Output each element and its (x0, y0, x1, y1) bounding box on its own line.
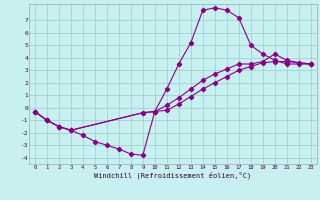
X-axis label: Windchill (Refroidissement éolien,°C): Windchill (Refroidissement éolien,°C) (94, 171, 252, 179)
